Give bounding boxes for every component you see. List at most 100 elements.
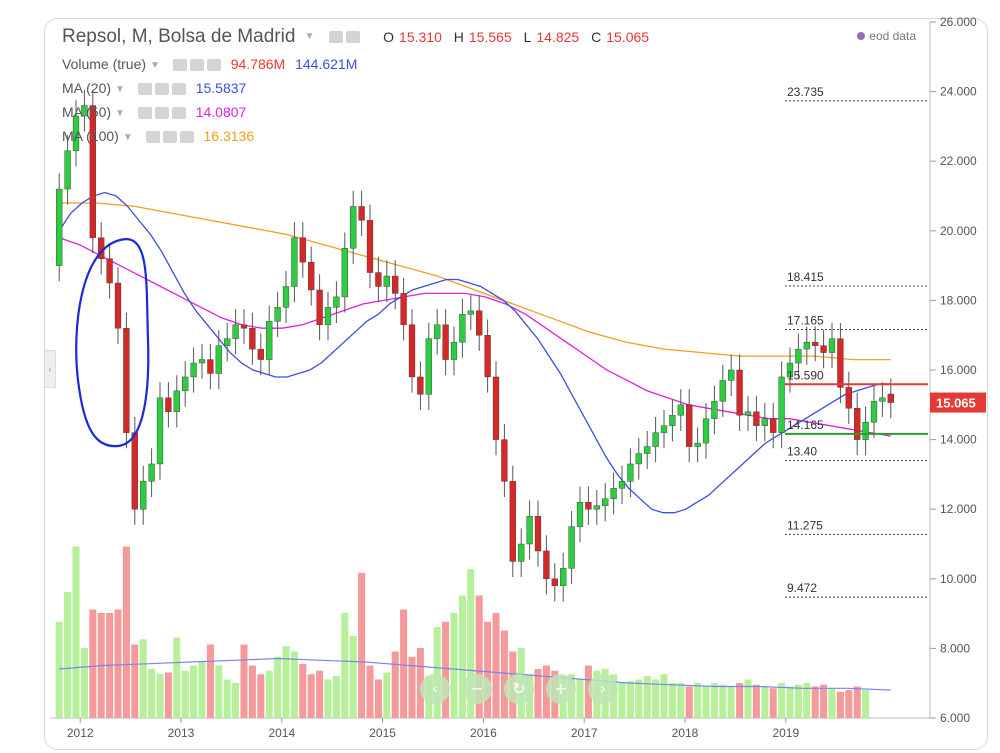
eye-icon[interactable]: [172, 59, 187, 72]
gear-icon[interactable]: [154, 107, 169, 120]
volume-bar: [374, 679, 382, 718]
candle-body: [610, 488, 617, 499]
chevron-down-icon[interactable]: ▼: [115, 83, 125, 95]
volume-bar: [618, 683, 626, 718]
ma20-line: [58, 191, 891, 514]
ohlc-open-value: 15.310: [399, 29, 442, 45]
y-tick-label: 14.000: [940, 433, 977, 447]
chevron-down-icon[interactable]: ▼: [115, 107, 125, 119]
y-tick-label: 26.000: [940, 15, 977, 29]
pan-left-button[interactable]: ‹: [420, 674, 450, 704]
volume-bar: [786, 686, 794, 718]
zoom-in-button[interactable]: +: [546, 674, 576, 704]
volume-bar: [845, 690, 853, 718]
gear-icon[interactable]: [162, 131, 177, 144]
candle-body: [274, 307, 281, 322]
candle-body: [761, 418, 768, 426]
volume-bar: [626, 681, 634, 718]
fib-level-label: 17.165: [787, 313, 824, 327]
fib-level-label: 9.472: [787, 581, 817, 595]
candle-body: [887, 393, 894, 403]
legend-value: 94.786M: [230, 56, 286, 72]
volume-bar: [668, 683, 676, 718]
ohlc-close-value: 15.065: [606, 29, 650, 45]
x-tick-label: 2012: [67, 726, 94, 740]
gear-icon[interactable]: [154, 83, 169, 96]
candle-body: [333, 296, 340, 308]
candle-body: [644, 446, 651, 454]
zoom-navigation: ‹ − ↻ + ›: [420, 674, 630, 704]
volume-bar: [820, 684, 828, 718]
close-icon[interactable]: [179, 131, 194, 144]
close-icon[interactable]: [206, 59, 221, 72]
visibility-icon[interactable]: [328, 30, 343, 43]
gear-icon[interactable]: [189, 59, 204, 72]
x-tick-label: 2013: [168, 726, 195, 740]
eye-icon[interactable]: [145, 131, 160, 144]
volume-bar: [635, 679, 643, 718]
collapse-sidebar-tab[interactable]: ‹: [44, 350, 56, 388]
settings-icon[interactable]: [345, 30, 360, 43]
candle-body: [803, 341, 810, 350]
y-tick-label: 6.000: [940, 711, 970, 725]
ohlc-close-label: C: [591, 29, 602, 45]
ohlc-readout: O 15.310 H 15.565 L 14.825 C 15.065: [383, 29, 657, 45]
volume-bar: [89, 609, 97, 718]
volume-bar: [710, 683, 718, 718]
volume-bar: [383, 672, 391, 718]
candle-body: [618, 481, 626, 489]
candle-body: [249, 328, 256, 350]
close-icon[interactable]: [171, 83, 186, 96]
candle-body: [518, 543, 525, 562]
candle-body: [383, 275, 390, 287]
volume-bar: [769, 688, 777, 718]
volume-bar: [458, 595, 466, 718]
candle-body: [114, 282, 122, 329]
candle-body: [190, 362, 197, 378]
candle-body: [854, 408, 861, 440]
candle-body: [89, 105, 96, 238]
close-icon[interactable]: [171, 107, 186, 120]
y-tick-label: 8.000: [940, 641, 970, 655]
candle-body: [585, 502, 592, 510]
candle-body: [131, 432, 138, 510]
pan-right-button[interactable]: ›: [588, 674, 618, 704]
chevron-down-icon[interactable]: ▼: [150, 59, 160, 71]
volume-bar: [173, 637, 181, 718]
fib-level-label: 11.275: [787, 518, 823, 532]
zoom-out-button[interactable]: −: [462, 674, 492, 704]
candle-body: [560, 568, 567, 586]
candle-body: [173, 390, 180, 412]
volume-bar: [794, 684, 802, 718]
legend-value: 14.0807: [195, 104, 247, 120]
candle-body: [224, 338, 231, 346]
volume-bar: [299, 663, 307, 718]
candle-body: [812, 341, 819, 346]
reset-button[interactable]: ↻: [504, 674, 534, 704]
fib-level-label: 14.165: [787, 418, 824, 432]
eye-icon[interactable]: [137, 83, 152, 96]
y-tick-label: 22.000: [940, 154, 977, 168]
ohlc-high-label: H: [453, 29, 464, 45]
eye-icon[interactable]: [137, 107, 152, 120]
volume-bar: [500, 630, 508, 718]
volume-bar: [131, 644, 139, 718]
candle-body: [442, 324, 449, 360]
candle-body: [341, 247, 348, 298]
candle-body: [476, 310, 483, 336]
chart-header: Repsol, M, Bolsa de Madrid ▼ O 15.310 H 15…: [62, 26, 657, 48]
volume-bar: [316, 670, 324, 718]
fib-level-label: 15.590: [787, 368, 824, 382]
candle-body: [148, 463, 155, 482]
volume-bar: [148, 669, 156, 718]
legend-row-ma50: MA (50) ▼ 14.0807: [62, 104, 246, 120]
fib-level-label: 18.415: [787, 270, 824, 284]
volume-bar: [400, 609, 408, 718]
candle-body: [299, 237, 306, 263]
chevron-down-icon[interactable]: ▼: [122, 131, 133, 143]
candle-body: [324, 307, 332, 325]
candle-body: [459, 314, 466, 343]
candle-body: [392, 275, 399, 294]
title-dropdown-icon[interactable]: ▼: [304, 31, 315, 43]
